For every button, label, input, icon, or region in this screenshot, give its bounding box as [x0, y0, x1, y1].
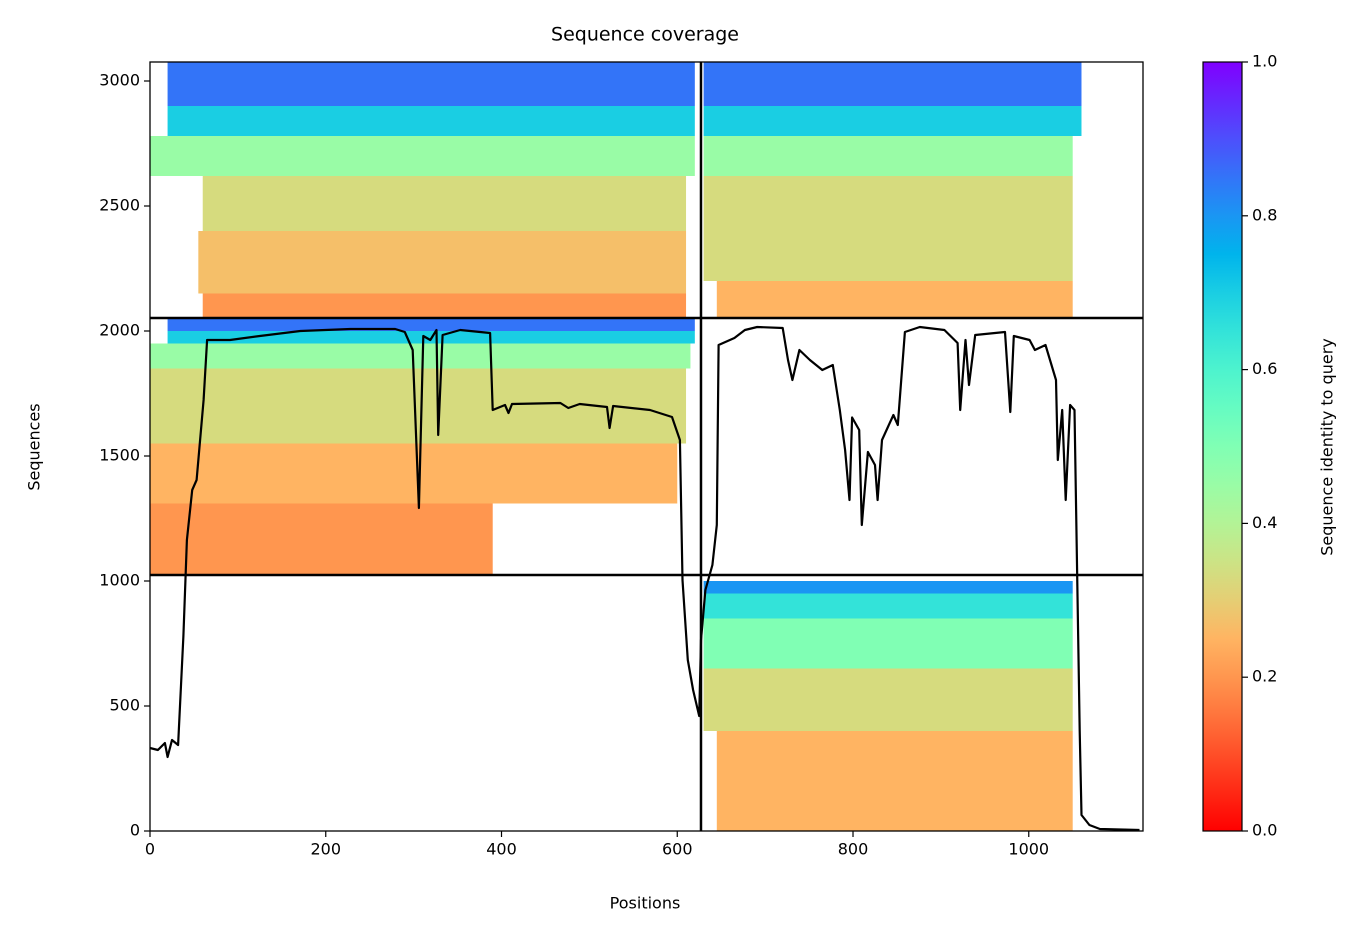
x-tick-label: 600	[662, 840, 693, 859]
coverage-band	[167, 318, 695, 331]
coverage-band	[716, 731, 1073, 831]
colorbar-tick-label: 0.0	[1252, 821, 1277, 840]
x-tick-label: 200	[310, 840, 341, 859]
coverage-band	[150, 343, 691, 369]
coverage-band	[150, 503, 493, 575]
coverage-band	[703, 106, 1082, 136]
coverage-band	[703, 176, 1073, 281]
coverage-band	[167, 62, 695, 106]
coverage-band	[716, 281, 1073, 318]
y-tick-label: 500	[109, 696, 140, 715]
y-tick-label: 0	[130, 821, 140, 840]
y-tick-label: 1500	[99, 446, 140, 465]
coverage-band	[150, 443, 678, 504]
colorbar	[1202, 61, 1243, 832]
coverage-band	[150, 136, 695, 176]
coverage-band	[198, 231, 687, 294]
colorbar-label: Sequence identity to query	[1318, 338, 1337, 555]
y-tick-label: 2000	[99, 321, 140, 340]
colorbar-tick-label: 0.2	[1252, 667, 1277, 686]
colorbar-tick-label: 0.6	[1252, 359, 1277, 378]
colorbar-tick-label: 1.0	[1252, 52, 1277, 71]
chart-title: Sequence coverage	[551, 24, 739, 46]
x-tick-label: 0	[145, 840, 155, 859]
x-tick-label: 800	[838, 840, 869, 859]
y-tick-label: 2500	[99, 196, 140, 215]
coverage-line	[149, 325, 1140, 832]
y-tick-label: 1000	[99, 571, 140, 590]
colorbar-tick-label: 0.4	[1252, 513, 1277, 532]
coverage-band	[703, 668, 1073, 731]
coverage-band	[703, 62, 1082, 106]
coverage-band	[202, 293, 687, 318]
coverage-band	[703, 593, 1073, 619]
plot-frame	[149, 61, 1144, 832]
x-axis-label: Positions	[610, 894, 681, 913]
coverage-band	[703, 618, 1073, 669]
coverage-band	[202, 176, 687, 231]
coverage-band	[167, 106, 695, 136]
y-tick-label: 3000	[99, 71, 140, 90]
colorbar-tick-label: 0.8	[1252, 205, 1277, 224]
y-axis-label: Sequences	[25, 403, 44, 490]
coverage-band	[703, 136, 1073, 176]
coverage-band	[703, 581, 1073, 594]
x-tick-label: 400	[486, 840, 517, 859]
x-tick-label: 1000	[1008, 840, 1049, 859]
